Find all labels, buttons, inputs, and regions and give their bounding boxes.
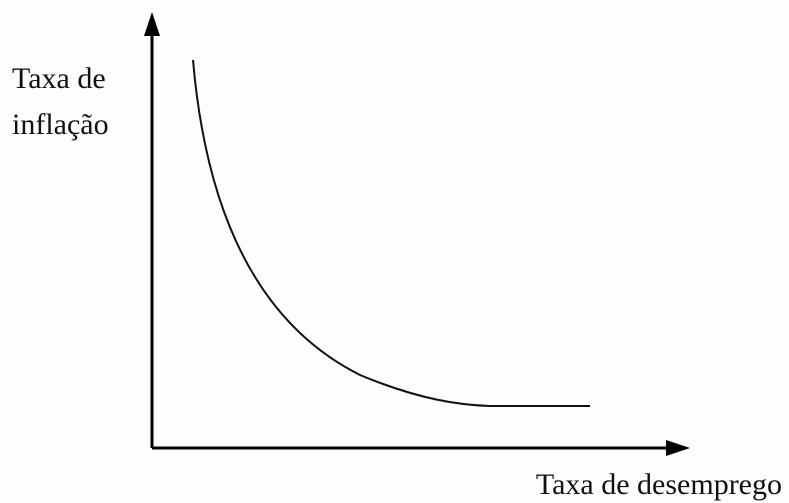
x-axis-label: Taxa de desemprego <box>536 468 782 501</box>
phillips-curve <box>192 59 590 407</box>
y-axis-label-line: Taxa de <box>12 62 106 95</box>
y-axis-label-line: inflação <box>12 108 109 141</box>
y-axis-arrow <box>144 12 160 36</box>
x-axis-arrow <box>666 440 690 456</box>
